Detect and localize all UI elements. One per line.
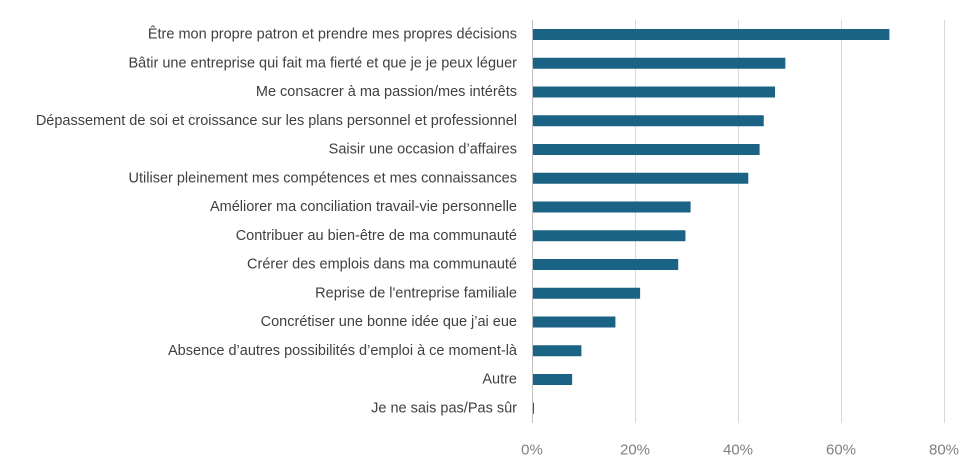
category-label: Absence d’autres possibilités d’emploi à… [168,343,518,359]
category-label: Dépassement de soi et croissance sur les… [36,113,517,129]
category-label: Améliorer ma conciliation travail-vie pe… [210,199,517,215]
bar [533,115,764,127]
bar [533,345,582,357]
category-label: Concrétiser une bonne idée que j’ai eue [261,314,517,330]
bars [533,29,890,414]
x-tick-label: 0% [521,442,543,459]
category-label: Reprise de l'entreprise familiale [315,285,517,301]
bar [533,259,679,270]
bar [533,172,749,184]
bar [533,316,616,328]
category-label: Autre [482,372,517,388]
bar [533,287,641,299]
category-labels: Être mon propre patron et prendre mes pr… [36,26,518,417]
x-tick-label: 60% [826,442,856,459]
category-label: Bâtir une entreprise qui fait ma fierté … [128,55,517,71]
category-label: Crérer des emplois dans ma communauté [247,257,517,273]
x-tick-label: 80% [929,442,959,459]
bar [533,402,535,414]
bar [533,57,786,69]
category-label: Contribuer au bien-être de ma communauté [236,228,517,244]
category-label: Utiliser pleinement mes compétences et m… [129,170,517,186]
category-label: Saisir une occasion d’affaires [329,142,517,158]
category-label: Me consacrer à ma passion/mes intérêts [256,84,517,100]
category-label: Je ne sais pas/Pas sûr [371,400,517,416]
category-label: Être mon propre patron et prendre mes pr… [148,26,517,43]
x-tick-label: 20% [620,442,650,459]
x-tick-label: 40% [723,442,753,459]
gridlines [532,20,945,423]
bar [533,201,691,213]
bar [533,230,686,242]
bar [533,144,760,155]
bar [533,86,776,98]
x-axis-tick-labels: 0% 20% 40% 60% 80% [521,442,959,459]
bar [533,29,890,40]
bar [533,374,573,385]
